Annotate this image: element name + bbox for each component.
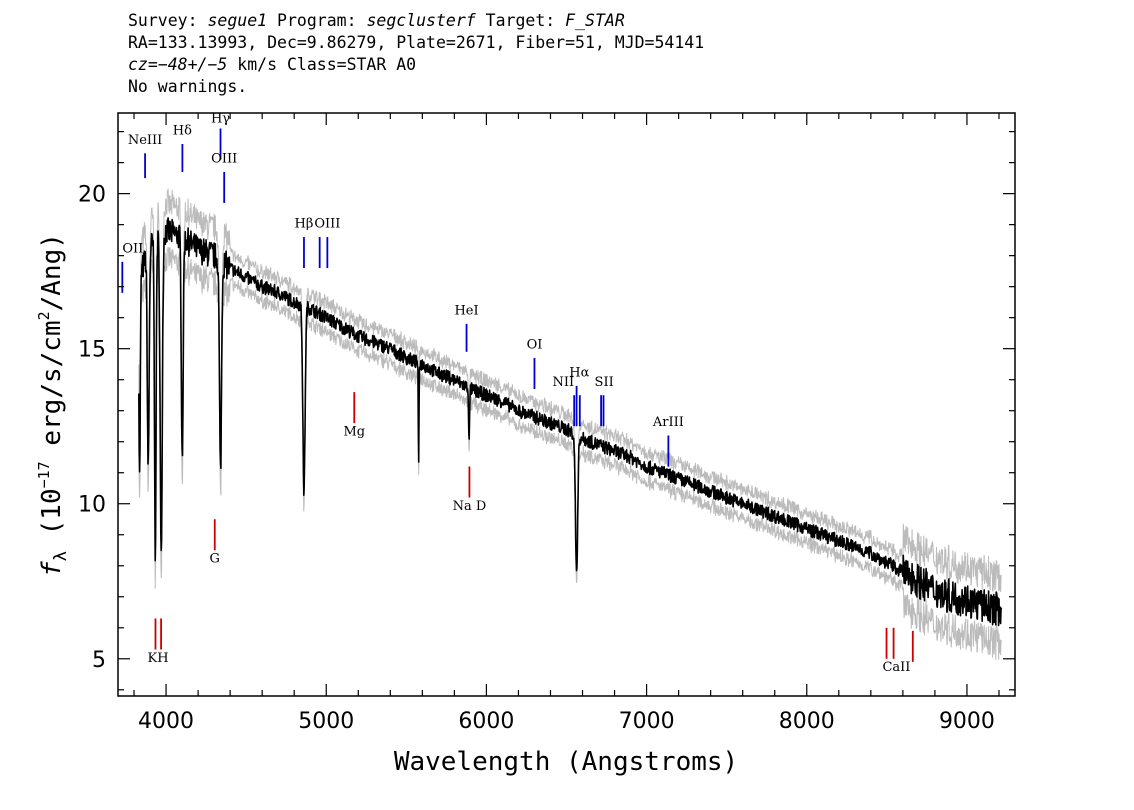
- emission-line-label: NII: [552, 375, 574, 390]
- y-tick-label: 5: [92, 648, 106, 673]
- emission-line-label: Hγ: [211, 111, 230, 126]
- x-tick-label: 5000: [298, 709, 354, 734]
- emission-line-label: OII: [122, 242, 143, 257]
- x-tick-label: 4000: [138, 709, 194, 734]
- header-line-coords: RA=133.13993, Dec=9.86279, Plate=2671, F…: [128, 33, 705, 52]
- emission-line-label: NeIII: [128, 133, 162, 148]
- spectrum-header: Survey: segue1 Program: segclusterf Targ…: [128, 10, 704, 98]
- header-line-survey: Survey: segue1 Program: segclusterf Targ…: [128, 11, 625, 30]
- absorption-line-label: Na D: [453, 499, 487, 514]
- y-tick-label: 10: [78, 493, 106, 518]
- x-tick-label: 9000: [939, 709, 995, 734]
- emission-line-label: HeI: [454, 304, 478, 319]
- flux-series: [138, 217, 1003, 627]
- emission-line-label: OIII: [211, 152, 237, 167]
- x-tick-label: 8000: [779, 709, 835, 734]
- absorption-line-label: KH: [148, 651, 169, 666]
- y-axis-label: fλ (10−17 erg/s/cm2/Ang): [35, 233, 71, 577]
- axis-ticks: 4000 5000 6000 7000 8000 9000 5 10 15 20: [78, 113, 1015, 734]
- y-tick-label: 20: [78, 183, 106, 208]
- emission-line-label: OI: [527, 338, 543, 353]
- cz-value: −48+/−5: [157, 55, 228, 74]
- survey-value: segue1: [207, 11, 268, 30]
- x-tick-label: 7000: [619, 709, 675, 734]
- emission-line-label: Hβ: [295, 217, 314, 232]
- x-tick-label: 6000: [458, 709, 514, 734]
- absorption-line-label: CaII: [882, 660, 910, 675]
- y-tick-label: 15: [78, 338, 106, 363]
- target-value: F_STAR: [565, 11, 625, 30]
- emission-line-label: SII: [595, 375, 614, 390]
- flux-line: [138, 217, 1003, 627]
- emission-line-label: OIII: [314, 217, 340, 232]
- emission-line-label: Hα: [569, 366, 589, 381]
- program-value: segclusterf: [366, 11, 476, 30]
- plot-frame: [117, 112, 1016, 697]
- absorption-line-label: G: [210, 552, 220, 567]
- error-lower-line: [138, 247, 1002, 661]
- emission-line-label: Hδ: [173, 124, 192, 139]
- header-line-redshift: cz=−48+/−5 km/s Class=STAR A0: [128, 55, 417, 74]
- error-upper-line: [138, 188, 1002, 592]
- emission-line-label: ArIII: [652, 415, 684, 430]
- header-line-warnings: No warnings.: [128, 77, 248, 96]
- error-series: [138, 188, 1002, 661]
- absorption-line-label: Mg: [343, 425, 365, 440]
- x-axis-label: Wavelength (Angstroms): [394, 747, 738, 777]
